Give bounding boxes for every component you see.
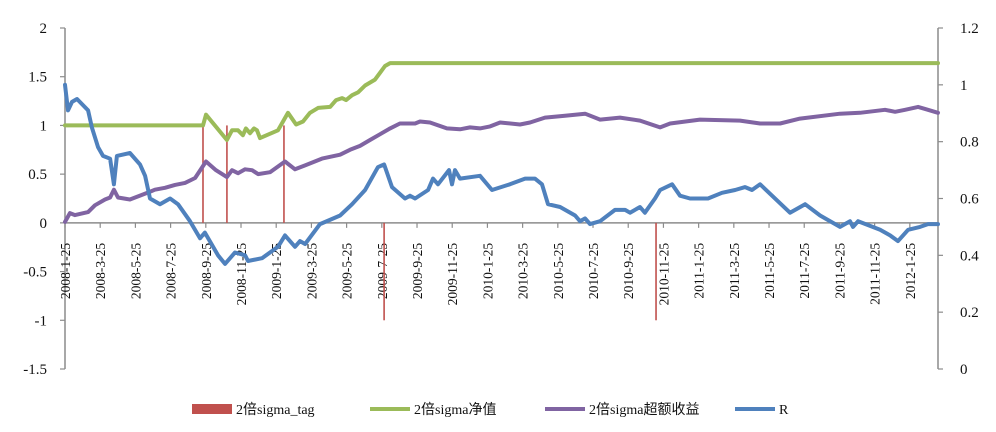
series-line-r xyxy=(63,82,940,266)
x-tick-label: 2008-9-25 xyxy=(199,243,214,299)
x-tick-label: 2008-7-25 xyxy=(164,243,179,299)
left-tick-label: -1 xyxy=(35,313,48,329)
series-line-net-value xyxy=(63,61,940,142)
left-tick-label: 1.5 xyxy=(28,70,47,86)
x-tick-label: 2009-1-25 xyxy=(269,243,284,299)
left-tick-label: 1 xyxy=(40,118,48,134)
x-tick-label: 2009-3-25 xyxy=(304,243,319,299)
x-tick-label: 2011-7-25 xyxy=(797,243,812,299)
x-tick-label: 2008-3-25 xyxy=(93,243,108,299)
right-tick-label: 0 xyxy=(960,362,968,378)
right-tick-label: 0.4 xyxy=(960,248,979,264)
x-tick-label: 2010-9-25 xyxy=(621,243,636,299)
x-tick-label: 2010-5-25 xyxy=(551,243,566,299)
x-tick-label: 2009-11-25 xyxy=(445,243,460,306)
legend-label: 2倍sigma_tag xyxy=(236,402,315,418)
x-tick-label: 2011-5-25 xyxy=(762,243,777,299)
x-tick-label: 2010-7-25 xyxy=(586,243,601,299)
x-tick-label: 2008-5-25 xyxy=(128,243,143,299)
x-tick-label: 2011-3-25 xyxy=(727,243,742,299)
right-tick-label: 1 xyxy=(960,78,968,94)
right-tick-label: 0.8 xyxy=(960,135,979,151)
x-tick-label: 2011-1-25 xyxy=(692,243,707,299)
legend-swatch-tag xyxy=(192,404,232,414)
axes: 2 1.5 1 0.5 0 -0.5 -1 -1.5 1.2 1 0.8 0.6 0.4 0.2 0 2008… xyxy=(23,21,979,378)
legend-label: 2倍sigma净值 xyxy=(414,402,496,418)
x-tick-label: 2011-9-25 xyxy=(832,243,847,299)
legend-label: 2倍sigma超额收益 xyxy=(589,402,699,418)
right-tick-label: 1.2 xyxy=(960,21,979,37)
left-tick-label: -0.5 xyxy=(23,265,47,281)
legend-label: R xyxy=(779,403,789,418)
series-lines xyxy=(63,61,940,266)
x-tick-label: 2009-9-25 xyxy=(410,243,425,299)
x-tick-label: 2009-7-25 xyxy=(375,243,390,299)
x-tick-label: 2012-1-25 xyxy=(903,243,918,299)
x-tick-label: 2011-11-25 xyxy=(868,243,883,305)
series-line-excess-return xyxy=(63,104,940,224)
x-tick-label: 2010-3-25 xyxy=(516,243,531,299)
left-tick-label: 0 xyxy=(40,216,48,232)
left-tick-label: 0.5 xyxy=(28,167,47,183)
x-tick-label: 2010-11-25 xyxy=(656,243,671,306)
legend: 2倍sigma_tag 2倍sigma净值 2倍sigma超额收益 R xyxy=(192,402,789,418)
x-tick-label: 2009-5-25 xyxy=(340,243,355,299)
right-tick-label: 0.2 xyxy=(960,305,979,321)
x-tick-label: 2010-1-25 xyxy=(480,243,495,299)
x-tick-label: 2008-1-25 xyxy=(58,243,73,299)
right-tick-label: 0.6 xyxy=(960,192,979,208)
left-tick-label: -1.5 xyxy=(23,362,47,378)
left-tick-label: 2 xyxy=(40,21,48,37)
